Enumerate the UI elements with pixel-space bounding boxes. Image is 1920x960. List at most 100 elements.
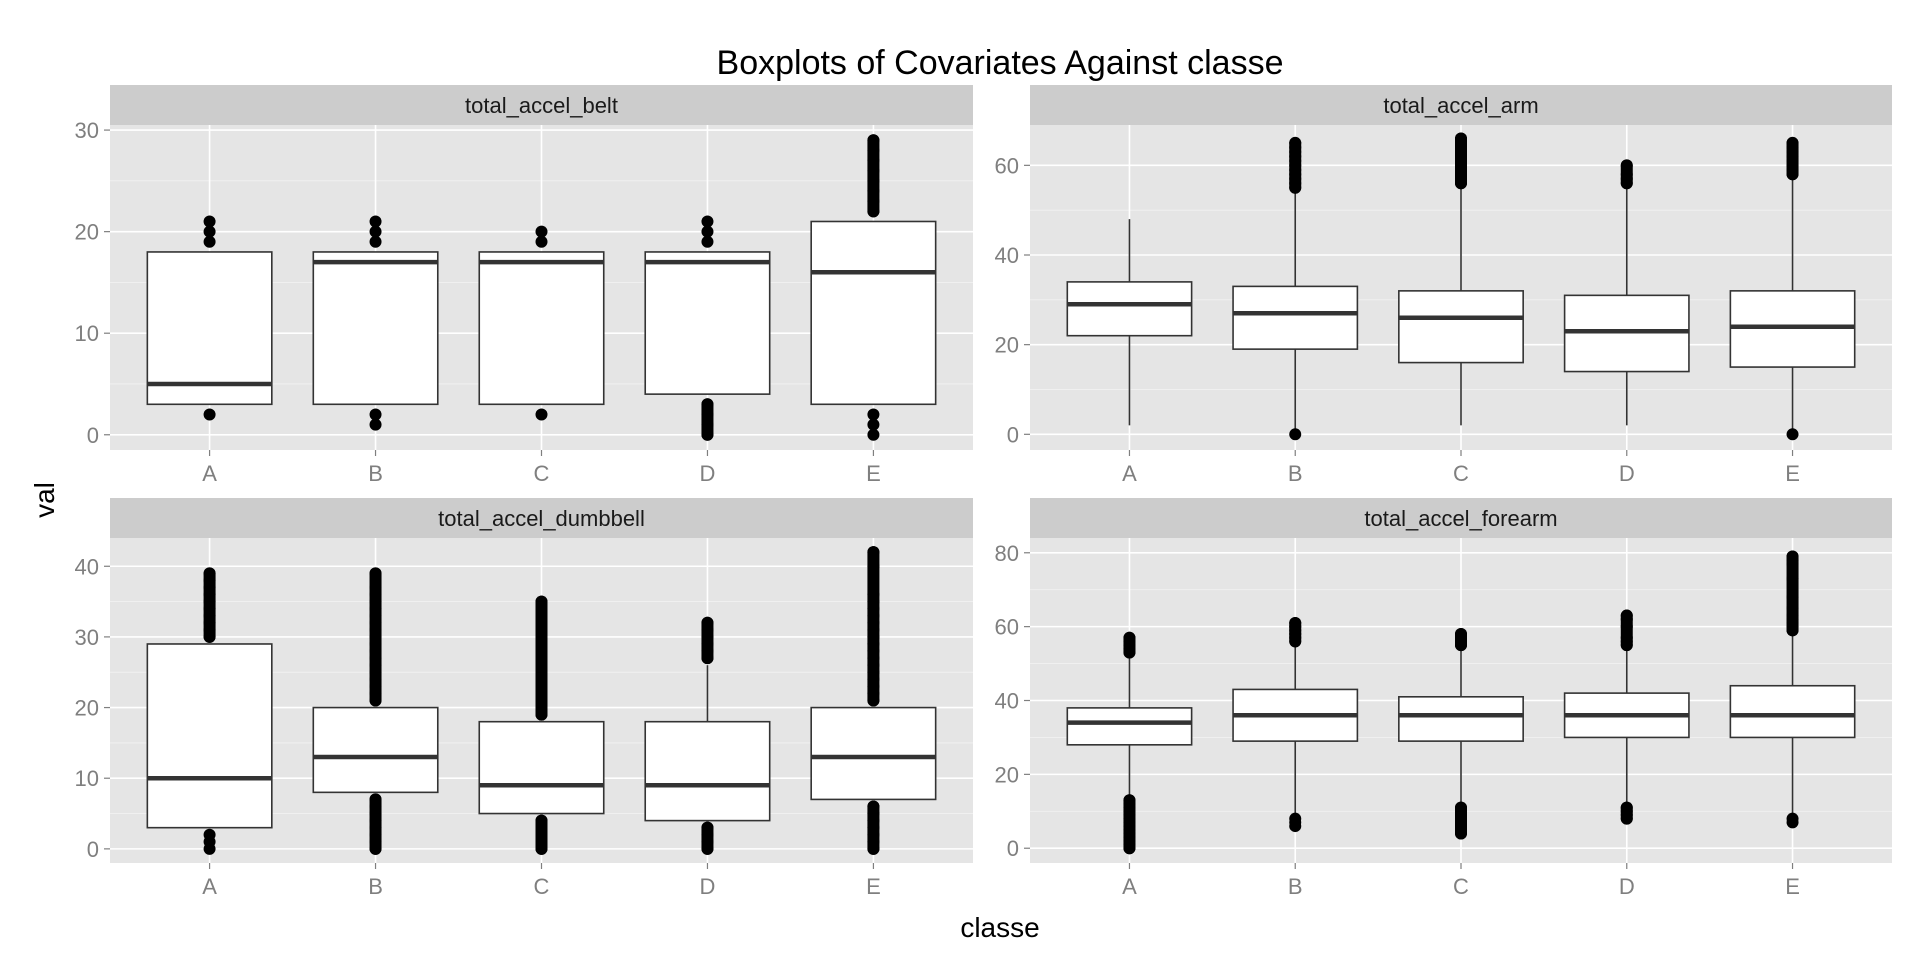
facet-strip xyxy=(1030,498,1892,538)
x-tick-label: B xyxy=(1288,461,1303,486)
x-tick-label: B xyxy=(1288,874,1303,899)
x-tick-label: A xyxy=(1122,874,1137,899)
y-tick-label: 0 xyxy=(1007,422,1019,447)
x-tick-label: C xyxy=(534,461,550,486)
panel-total_accel_forearm: total_accel_forearm 0 20 40 60 80 A B C D E xyxy=(995,498,1892,899)
y-tick-label: 80 xyxy=(995,541,1019,566)
outlier-point xyxy=(701,215,714,228)
y-tick-label: 0 xyxy=(87,837,99,862)
box-body xyxy=(146,251,273,406)
box-B xyxy=(1232,136,1359,441)
box-body xyxy=(478,251,605,406)
x-tick-label: A xyxy=(202,874,217,899)
y-tick-label: 0 xyxy=(1007,836,1019,861)
outlier-point xyxy=(1786,428,1799,441)
outlier-point xyxy=(535,408,548,421)
box-body xyxy=(146,643,273,829)
box-A xyxy=(1066,631,1193,855)
x-tick-label: B xyxy=(368,874,383,899)
box-B xyxy=(1232,616,1359,833)
outlier-point xyxy=(867,408,880,421)
outlier-point xyxy=(1289,428,1302,441)
box-body xyxy=(810,220,937,406)
outlier-point xyxy=(867,418,880,431)
y-tick-label: 40 xyxy=(75,554,99,579)
panel-total_accel_belt: total_accel_belt 0 10 20 30 A B C D E xyxy=(75,85,973,486)
box-B xyxy=(312,215,439,431)
box-C xyxy=(1398,132,1524,426)
x-tick-label: C xyxy=(1453,874,1469,899)
box-B xyxy=(312,567,439,855)
outlier-point xyxy=(369,225,382,238)
outlier-point xyxy=(867,428,880,441)
x-tick-label: A xyxy=(1122,461,1137,486)
outlier-point xyxy=(203,225,216,238)
y-tick-label: 30 xyxy=(75,118,99,143)
outlier-point xyxy=(203,408,216,421)
y-tick-label: 10 xyxy=(75,321,99,346)
box-A xyxy=(1066,219,1193,426)
outlier-point xyxy=(701,225,714,238)
outlier-point xyxy=(203,828,216,841)
box-body xyxy=(312,706,439,794)
box-A xyxy=(146,567,273,855)
y-tick-label: 0 xyxy=(87,423,99,448)
y-tick-label: 60 xyxy=(995,153,1019,178)
facet-strip-label: total_accel_forearm xyxy=(1364,506,1557,531)
x-tick-label: D xyxy=(700,461,716,486)
y-tick-label: 60 xyxy=(995,615,1019,640)
x-tick-label: A xyxy=(202,461,217,486)
box-C xyxy=(478,595,605,855)
box-body xyxy=(1729,684,1856,739)
x-tick-label: B xyxy=(368,461,383,486)
y-tick-label: 40 xyxy=(995,689,1019,714)
box-body xyxy=(1066,707,1193,746)
x-tick-label: E xyxy=(866,874,881,899)
y-tick-label: 20 xyxy=(995,762,1019,787)
y-axis-title: val xyxy=(29,482,60,518)
x-tick-label: C xyxy=(534,874,550,899)
box-D xyxy=(644,215,771,441)
x-tick-label: D xyxy=(1619,461,1635,486)
box-body xyxy=(312,251,439,406)
outlier-point xyxy=(535,225,548,238)
box-E xyxy=(810,134,937,441)
facet-strip-label: total_accel_arm xyxy=(1383,93,1538,118)
outlier-point xyxy=(1289,812,1302,825)
panel-total_accel_dumbbell: total_accel_dumbbell 0 10 20 30 40 A B C D E xyxy=(75,498,973,899)
panel-total_accel_arm: total_accel_arm 0 20 40 60 A B C D E xyxy=(995,85,1892,486)
outlier-point xyxy=(1786,812,1799,825)
y-tick-label: 40 xyxy=(995,243,1019,268)
box-C xyxy=(478,225,605,421)
y-tick-label: 20 xyxy=(995,333,1019,358)
x-tick-label: E xyxy=(866,461,881,486)
box-body xyxy=(810,706,937,801)
x-tick-label: D xyxy=(1619,874,1635,899)
y-tick-label: 10 xyxy=(75,766,99,791)
x-tick-label: E xyxy=(1785,874,1800,899)
facet-strip xyxy=(1030,85,1892,125)
outlier-point xyxy=(369,215,382,228)
x-tick-label: E xyxy=(1785,461,1800,486)
box-D xyxy=(1563,159,1690,426)
outlier-point xyxy=(535,235,548,248)
box-body xyxy=(1232,285,1359,350)
box-body xyxy=(1398,696,1524,742)
box-body xyxy=(644,251,771,395)
box-body xyxy=(1398,290,1524,364)
box-D xyxy=(644,616,771,855)
facet-strip-label: total_accel_dumbbell xyxy=(438,506,645,531)
box-E xyxy=(810,546,937,855)
box-E xyxy=(1729,136,1856,441)
outlier-point xyxy=(203,235,216,248)
outlier-point xyxy=(203,215,216,228)
y-tick-label: 30 xyxy=(75,625,99,650)
facet-panels: total_accel_belt 0 10 20 30 A B C D Etotal_accel_… xyxy=(75,85,1892,899)
x-tick-label: D xyxy=(700,874,716,899)
box-body xyxy=(1066,281,1193,337)
x-axis-title: classe xyxy=(960,912,1039,943)
box-E xyxy=(1729,550,1856,829)
box-body xyxy=(644,720,771,822)
outlier-point xyxy=(701,235,714,248)
box-A xyxy=(146,215,273,421)
